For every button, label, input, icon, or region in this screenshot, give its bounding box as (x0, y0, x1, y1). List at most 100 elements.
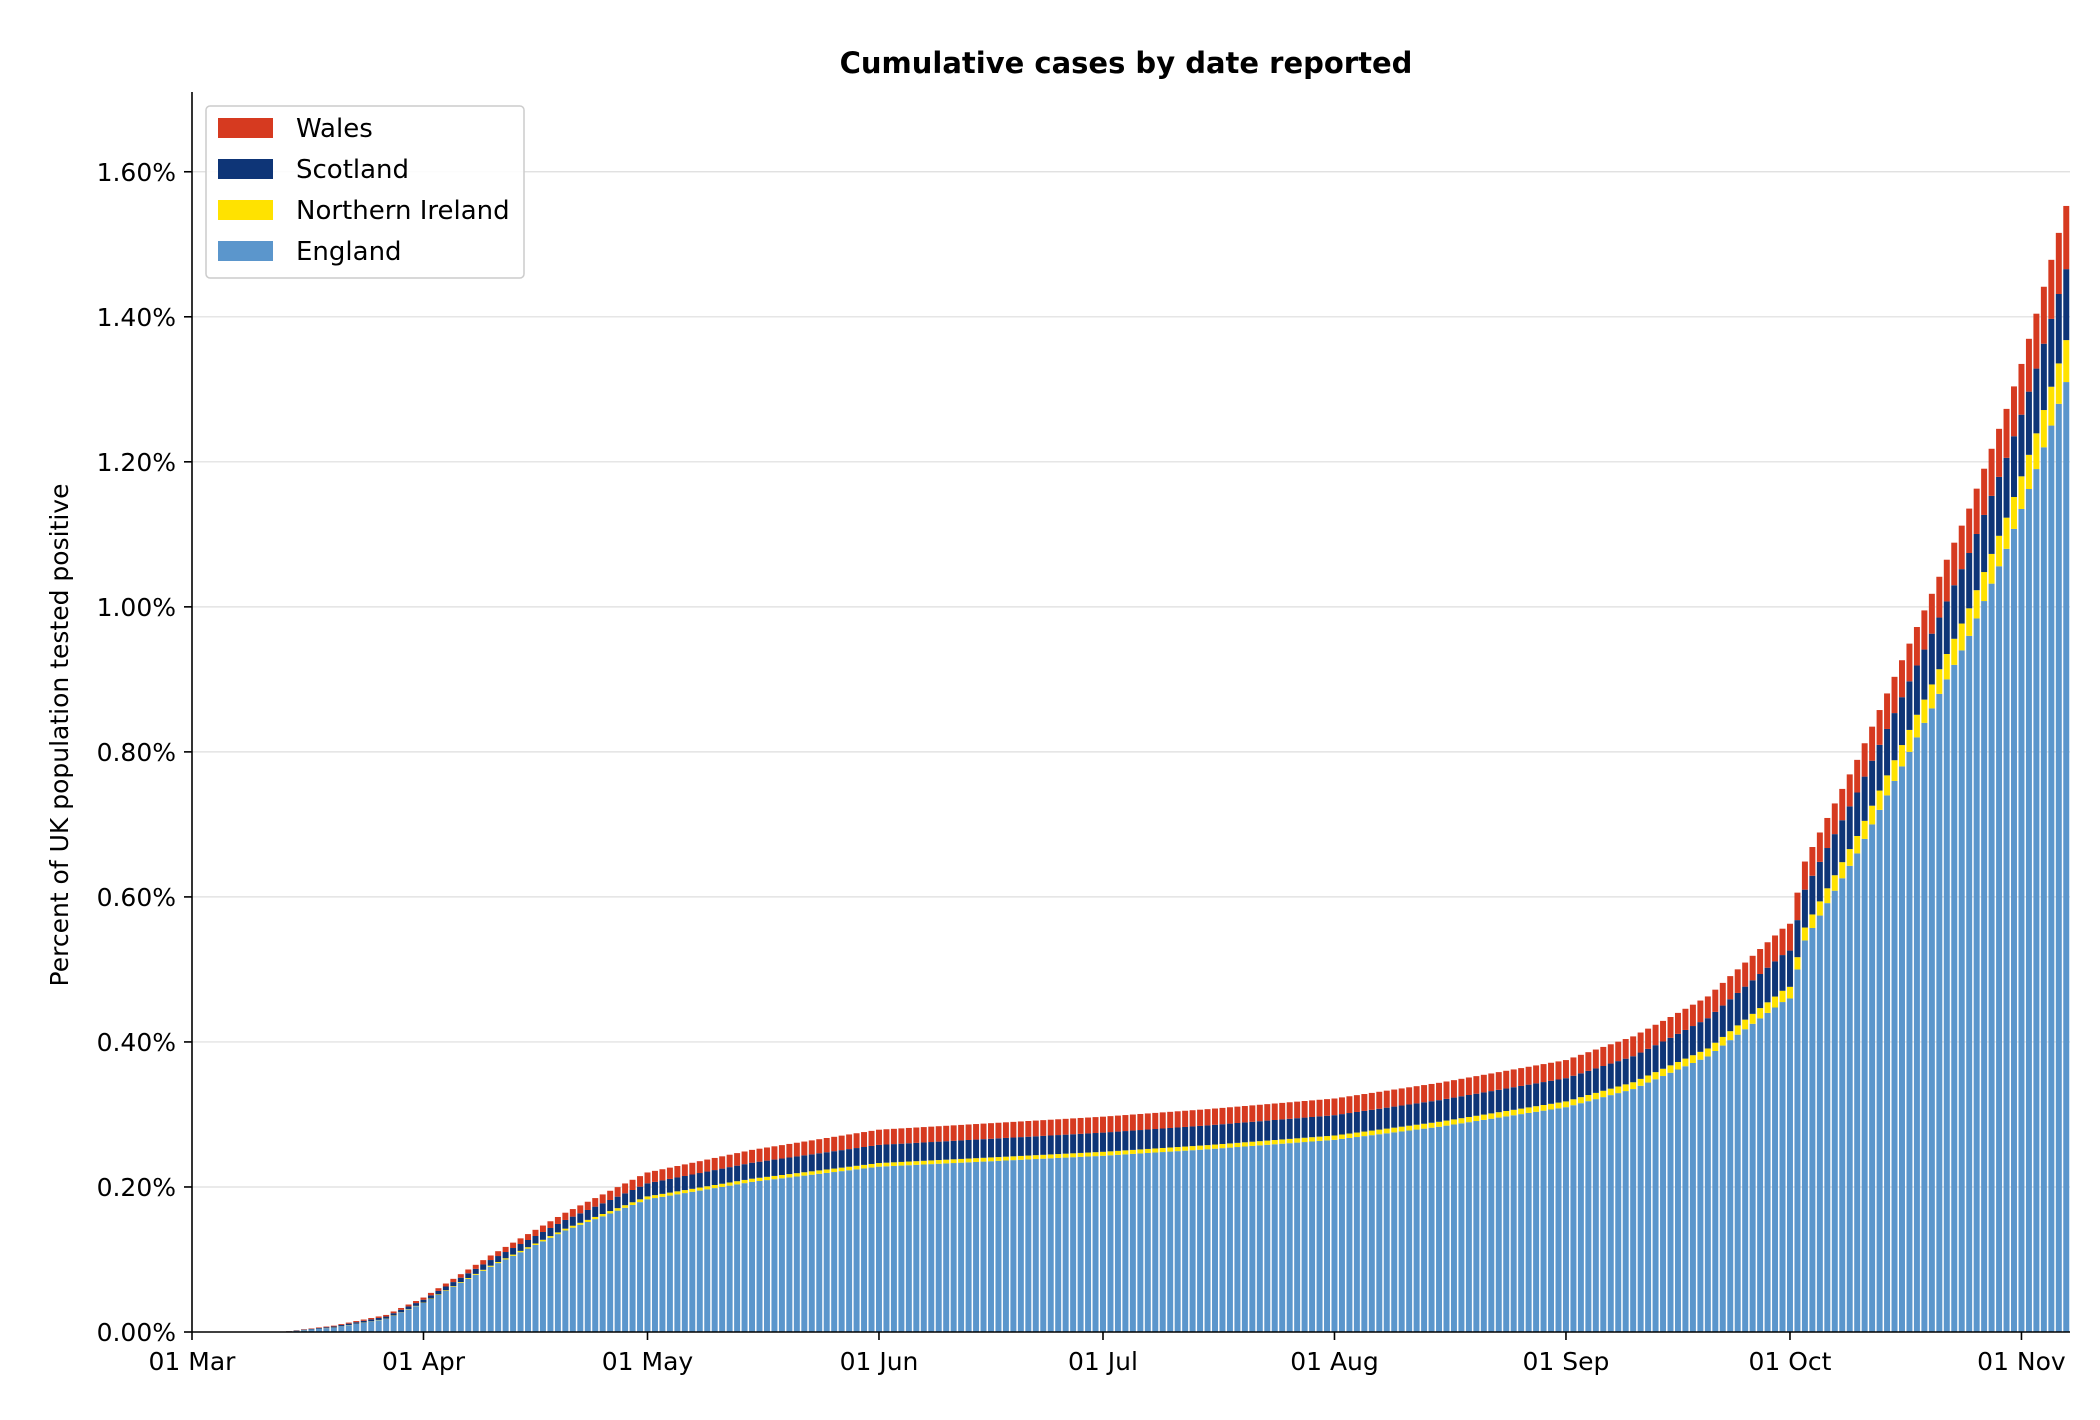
bar-wales (569, 1209, 576, 1217)
bar-wales (823, 1137, 830, 1153)
bar-scotland (801, 1155, 808, 1173)
bar-wales (980, 1123, 987, 1140)
bar-northern-ireland (1943, 653, 1950, 680)
bar-northern-ireland (1279, 1139, 1286, 1144)
bar-wales (1846, 774, 1853, 807)
bar-wales (577, 1205, 584, 1214)
bar-wales (525, 1234, 532, 1241)
bar-scotland (1988, 495, 1995, 554)
bar-northern-ireland (1182, 1146, 1189, 1151)
bar-england (861, 1168, 868, 1332)
bar-northern-ireland (1443, 1120, 1450, 1126)
bar-wales (1480, 1074, 1487, 1093)
bar-northern-ireland (1376, 1129, 1383, 1135)
bar-northern-ireland (1077, 1152, 1084, 1157)
bar-northern-ireland (801, 1172, 808, 1176)
bar-england (1002, 1160, 1009, 1332)
bar-wales (1234, 1106, 1241, 1124)
bar-england (330, 1327, 337, 1332)
bar-wales (1719, 982, 1726, 1006)
bar-northern-ireland (1622, 1084, 1629, 1092)
x-tick-label: 01 Mar (149, 1347, 237, 1376)
bar-northern-ireland (472, 1273, 479, 1275)
bar-england (786, 1177, 793, 1332)
bar-wales (1182, 1110, 1189, 1127)
bar-scotland (1846, 806, 1853, 850)
bar-northern-ireland (1010, 1156, 1017, 1161)
bar-england (554, 1234, 561, 1332)
bar-northern-ireland (1749, 1013, 1756, 1024)
bar-northern-ireland (1324, 1136, 1331, 1141)
bar-england (510, 1255, 517, 1332)
bar-scotland (1600, 1066, 1607, 1091)
bar-england (1264, 1144, 1271, 1332)
bar-wales (1824, 817, 1831, 849)
bar-wales (1548, 1062, 1555, 1081)
bar-northern-ireland (651, 1195, 658, 1199)
bar-wales (1533, 1065, 1540, 1084)
bar-scotland (1727, 999, 1734, 1032)
bar-scotland (1316, 1116, 1323, 1137)
bar-northern-ireland (2018, 476, 2025, 509)
bar-northern-ireland (1652, 1072, 1659, 1080)
bar-england (1719, 1045, 1726, 1332)
bar-scotland (793, 1156, 800, 1174)
bar-wales (1353, 1095, 1360, 1112)
bar-wales (1032, 1120, 1039, 1137)
bar-northern-ireland (1630, 1082, 1637, 1090)
bar-wales (1697, 1000, 1704, 1023)
bar-wales (1189, 1110, 1196, 1127)
bar-wales (689, 1162, 696, 1175)
bar-scotland (1779, 955, 1786, 991)
bar-scotland (831, 1151, 838, 1169)
bar-northern-ireland (1548, 1103, 1555, 1110)
bar-northern-ireland (539, 1239, 546, 1242)
y-tick-label: 0.20% (97, 1173, 176, 1202)
bar-scotland (1592, 1068, 1599, 1093)
bar-northern-ireland (1309, 1137, 1316, 1142)
bar-northern-ireland (913, 1161, 920, 1165)
bar-wales (726, 1154, 733, 1168)
bar-northern-ireland (1540, 1104, 1547, 1111)
bar-wales (1368, 1092, 1375, 1110)
bar-england (599, 1216, 606, 1332)
legend-swatch (218, 200, 273, 220)
bar-england (629, 1204, 636, 1332)
bar-scotland (1697, 1022, 1704, 1052)
bar-scotland (1346, 1113, 1353, 1134)
bar-england (1032, 1159, 1039, 1332)
bar-wales (1727, 976, 1734, 1000)
bar-scotland (935, 1141, 942, 1161)
bar-england (1712, 1051, 1719, 1332)
bar-england (950, 1163, 957, 1332)
bar-england (1346, 1137, 1353, 1332)
bar-scotland (659, 1180, 666, 1194)
bar-scotland (2040, 343, 2047, 411)
bar-wales (457, 1274, 464, 1278)
bar-wales (1570, 1057, 1577, 1076)
bar-northern-ireland (1040, 1154, 1047, 1159)
bar-scotland (1234, 1123, 1241, 1143)
bar-scotland (1152, 1129, 1159, 1149)
bar-england (2048, 425, 2055, 1332)
bar-england (1152, 1152, 1159, 1332)
bar-scotland (1480, 1092, 1487, 1115)
bar-wales (1674, 1012, 1681, 1034)
y-tick-label: 1.20% (97, 448, 176, 477)
bar-wales (1585, 1052, 1592, 1071)
bar-wales (711, 1157, 718, 1171)
bar-scotland (1510, 1087, 1517, 1110)
bar-england (1996, 566, 2003, 1332)
bar-wales (1540, 1064, 1547, 1083)
bar-england (1443, 1125, 1450, 1332)
bar-scotland (1719, 1005, 1726, 1037)
bar-england (1548, 1109, 1555, 1332)
bar-wales (1077, 1117, 1084, 1134)
bar-wales (480, 1260, 487, 1265)
bar-scotland (1309, 1116, 1316, 1138)
bar-scotland (495, 1256, 502, 1262)
bar-england (1936, 693, 1943, 1332)
bar-wales (1577, 1054, 1584, 1074)
bar-scotland (1025, 1136, 1032, 1156)
bar-england (1256, 1145, 1263, 1332)
